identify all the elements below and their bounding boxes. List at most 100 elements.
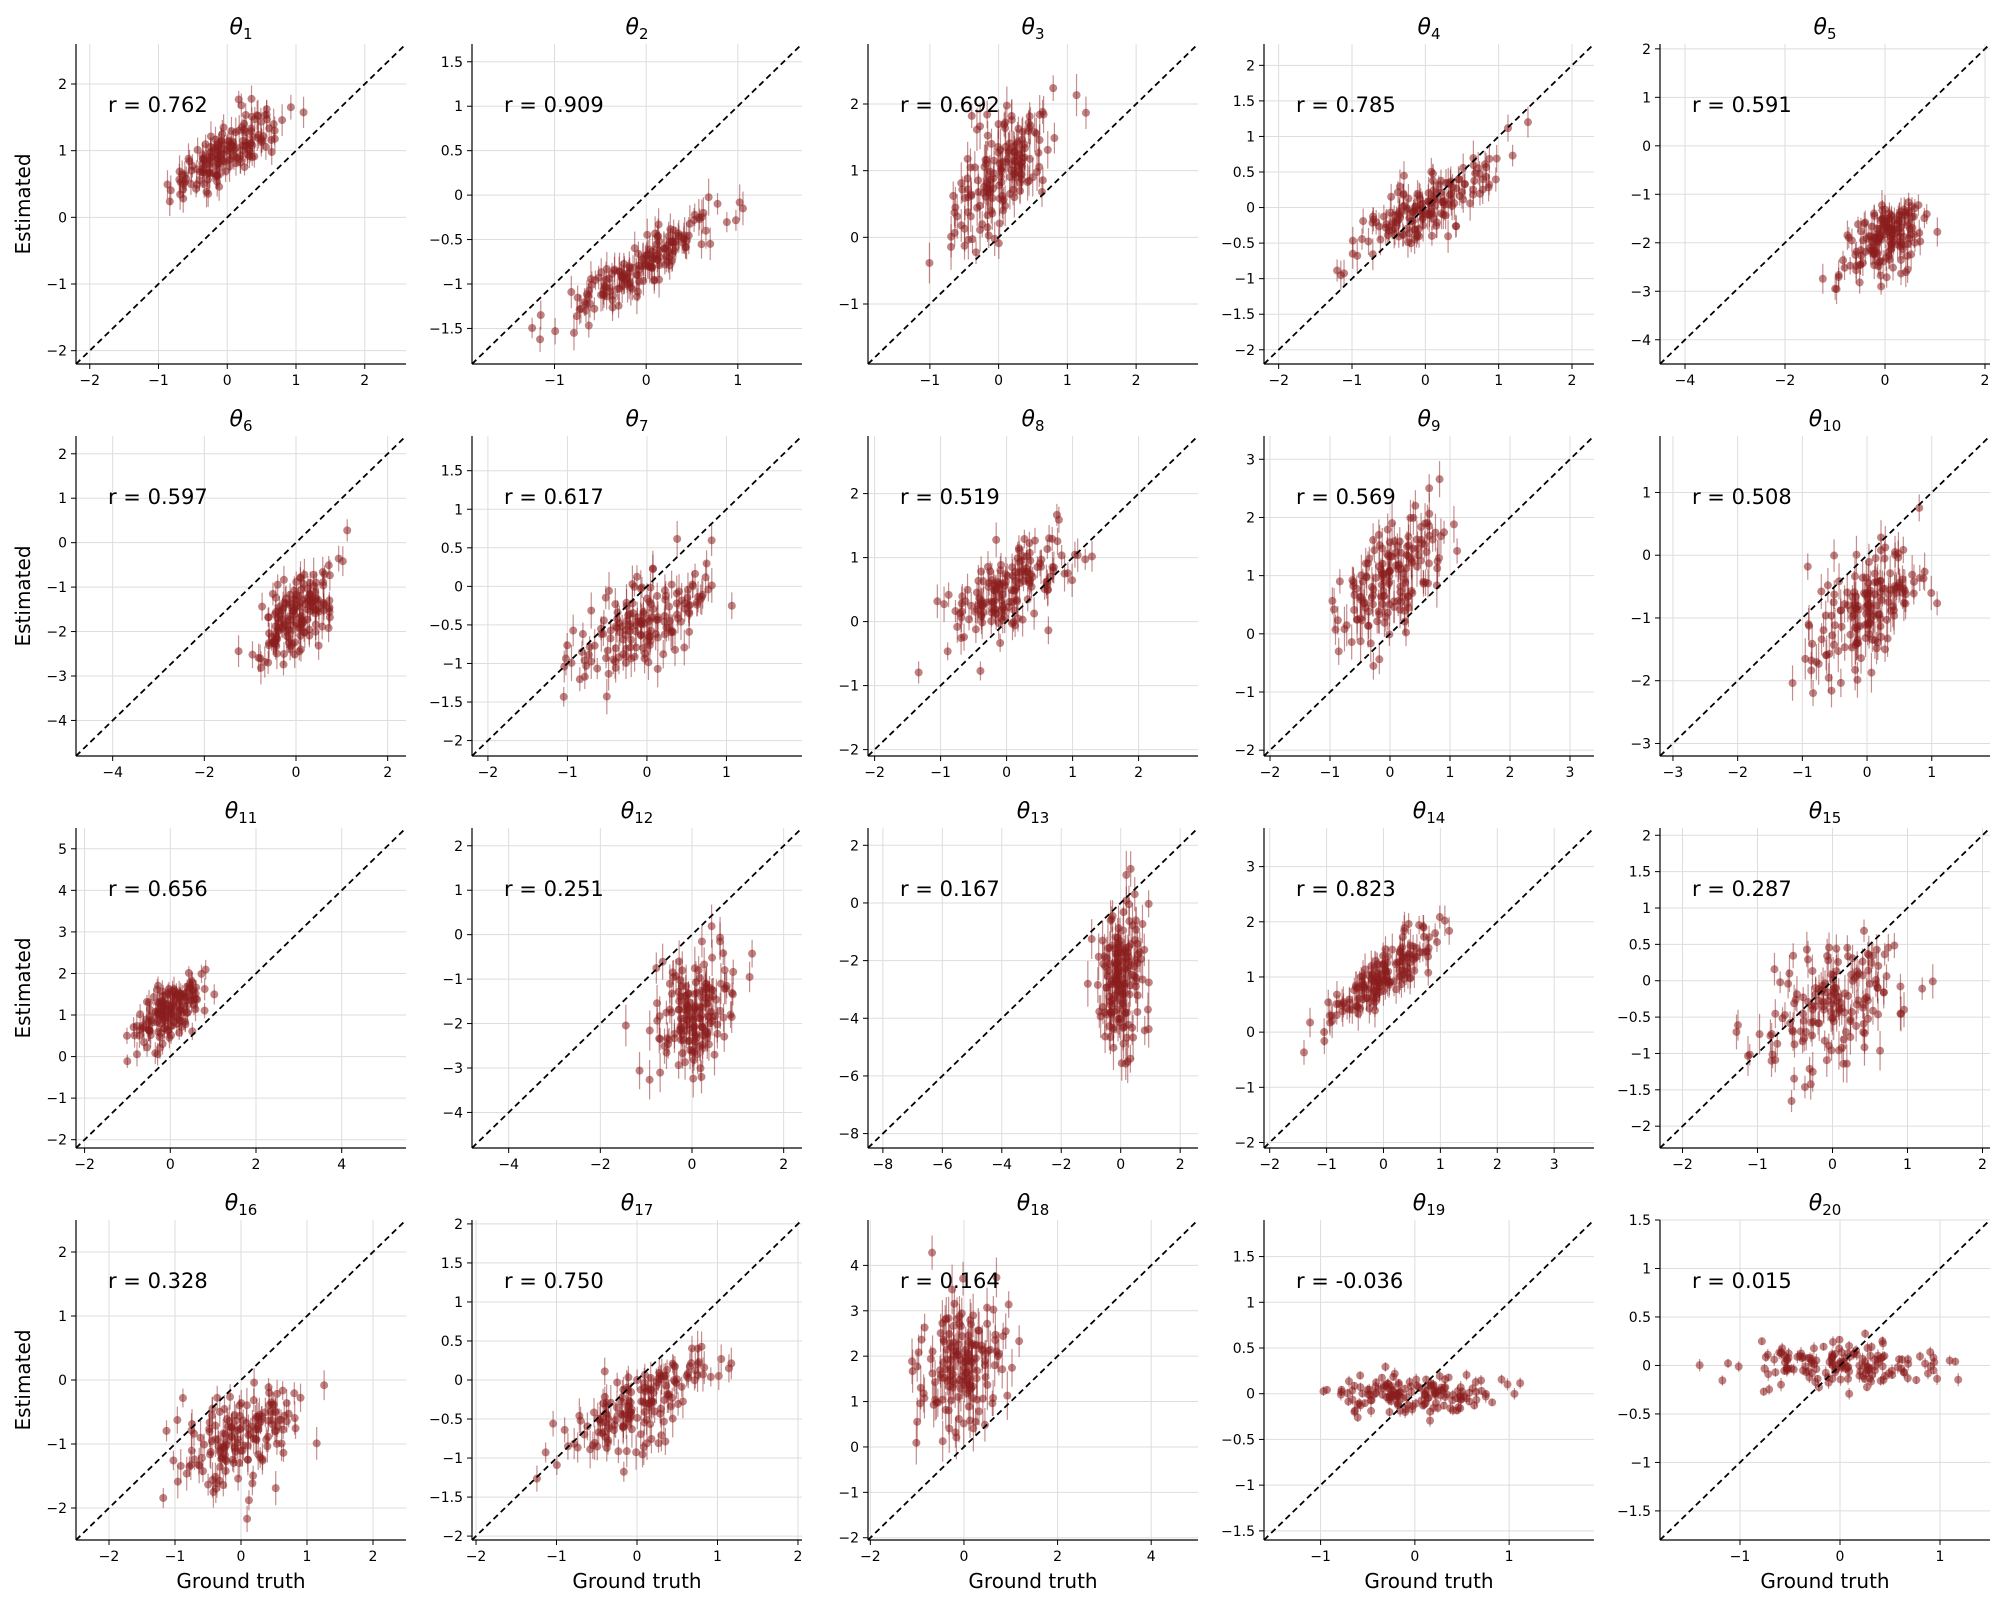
data-point bbox=[665, 261, 674, 270]
data-point bbox=[671, 645, 680, 654]
data-point bbox=[720, 966, 729, 975]
data-point bbox=[680, 643, 689, 652]
data-point bbox=[1140, 1026, 1149, 1035]
data-point bbox=[1001, 118, 1010, 127]
y-tick-label: 1 bbox=[1246, 129, 1255, 145]
subplot-theta-2: −1 0 1 −1.5 −1 −0.5 0 0.5 1 1.5 θ2 r = 0.909 bbox=[429, 15, 803, 389]
data-point bbox=[1366, 997, 1375, 1006]
data-point bbox=[1491, 175, 1500, 184]
data-point bbox=[1001, 570, 1010, 579]
data-point bbox=[1126, 864, 1135, 873]
data-point bbox=[1375, 610, 1384, 619]
data-point bbox=[214, 171, 223, 180]
data-point bbox=[256, 663, 265, 672]
x-tick-label: −1 bbox=[1342, 373, 1363, 389]
data-point bbox=[1906, 230, 1915, 239]
correlation-annotation: r = 0.617 bbox=[504, 485, 604, 509]
data-point bbox=[665, 602, 674, 611]
data-point bbox=[264, 613, 273, 622]
data-point bbox=[286, 103, 295, 112]
data-point bbox=[1048, 534, 1057, 543]
subplot-title: θ6 bbox=[229, 407, 252, 435]
y-tick-label: 0 bbox=[850, 615, 859, 631]
x-tick-label: 1 bbox=[292, 373, 301, 389]
y-axis-label: Estimated bbox=[11, 937, 35, 1038]
data-point bbox=[1830, 621, 1839, 630]
data-point bbox=[1350, 606, 1359, 615]
data-point bbox=[988, 598, 997, 607]
data-point bbox=[1087, 935, 1096, 944]
y-tick-label: 0 bbox=[1246, 627, 1255, 643]
data-point bbox=[1360, 599, 1369, 608]
y-tick-label: 1 bbox=[850, 551, 859, 567]
subplot-theta-10: −3 −2 −1 0 1 −3 −2 −1 0 1 θ10 r = 0.508 bbox=[1630, 407, 1991, 781]
data-point bbox=[1821, 611, 1830, 620]
data-point bbox=[624, 268, 633, 277]
data-point bbox=[528, 323, 537, 332]
data-point bbox=[1102, 983, 1111, 992]
data-point bbox=[1106, 1008, 1115, 1017]
data-point bbox=[963, 154, 972, 163]
data-point bbox=[980, 162, 989, 171]
data-point bbox=[701, 987, 710, 996]
data-point bbox=[1122, 870, 1131, 879]
data-point bbox=[192, 184, 201, 193]
correlation-annotation: r = 0.519 bbox=[900, 485, 1000, 509]
identity-line bbox=[471, 43, 803, 365]
data-point bbox=[1025, 578, 1034, 587]
data-points bbox=[528, 178, 747, 352]
data-point bbox=[204, 189, 213, 198]
data-point bbox=[1895, 217, 1904, 226]
data-point bbox=[1830, 551, 1839, 560]
data-point bbox=[719, 949, 728, 958]
data-point bbox=[1395, 966, 1404, 975]
data-point bbox=[159, 1012, 168, 1021]
data-point bbox=[1424, 968, 1433, 977]
data-point bbox=[165, 1033, 174, 1042]
y-tick-label: 0 bbox=[850, 230, 859, 246]
y-tick-label: −6 bbox=[838, 1069, 859, 1085]
data-point bbox=[584, 321, 593, 330]
data-point bbox=[1883, 634, 1892, 643]
x-tick-label: 0 bbox=[642, 765, 651, 781]
data-point bbox=[1837, 622, 1846, 631]
data-point bbox=[569, 626, 578, 635]
title-index: 7 bbox=[639, 417, 649, 435]
data-point bbox=[250, 115, 259, 124]
data-point bbox=[1870, 569, 1879, 578]
data-point bbox=[702, 559, 711, 568]
data-point bbox=[990, 234, 999, 243]
data-point bbox=[1854, 639, 1863, 648]
data-point bbox=[1390, 977, 1399, 986]
data-point bbox=[648, 565, 657, 574]
data-point bbox=[1332, 1011, 1341, 1020]
data-point bbox=[1475, 189, 1484, 198]
data-point bbox=[1057, 551, 1066, 560]
data-point bbox=[1864, 621, 1873, 630]
data-point bbox=[983, 131, 992, 140]
data-point bbox=[1094, 952, 1103, 961]
data-point bbox=[1425, 531, 1434, 540]
data-point bbox=[188, 978, 197, 987]
y-tick-label: 2 bbox=[58, 447, 67, 463]
data-point bbox=[949, 191, 958, 200]
x-tick-label: −2 bbox=[1051, 1157, 1072, 1173]
data-point bbox=[1016, 186, 1025, 195]
data-point bbox=[132, 1050, 141, 1059]
data-point bbox=[1371, 573, 1380, 582]
data-point bbox=[660, 611, 669, 620]
data-point bbox=[987, 617, 996, 626]
data-point bbox=[965, 615, 974, 624]
data-point bbox=[1359, 972, 1368, 981]
data-point bbox=[277, 614, 286, 623]
data-point bbox=[977, 567, 986, 576]
subplot-title: θ3 bbox=[1021, 15, 1044, 43]
data-point bbox=[1884, 248, 1893, 257]
data-point bbox=[1470, 176, 1479, 185]
data-point bbox=[1454, 175, 1463, 184]
data-point bbox=[1843, 588, 1852, 597]
data-point bbox=[285, 598, 294, 607]
data-point bbox=[320, 570, 329, 579]
data-point bbox=[653, 999, 662, 1008]
